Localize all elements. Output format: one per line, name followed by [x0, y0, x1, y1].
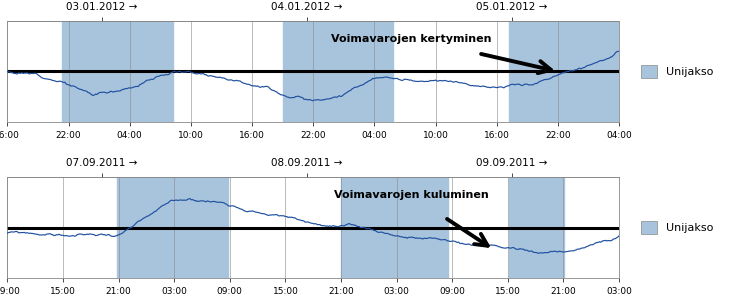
Bar — [340, 177, 448, 278]
Text: Voimavarojen kuluminen: Voimavarojen kuluminen — [334, 190, 489, 200]
Legend: Unijakso: Unijakso — [637, 217, 718, 238]
Bar — [282, 21, 393, 122]
Bar — [63, 21, 172, 122]
Text: Voimavarojen kertyminen: Voimavarojen kertyminen — [331, 34, 492, 44]
Bar — [509, 177, 564, 278]
Bar — [509, 21, 619, 122]
Legend: Unijakso: Unijakso — [637, 61, 718, 82]
Bar — [117, 177, 228, 278]
